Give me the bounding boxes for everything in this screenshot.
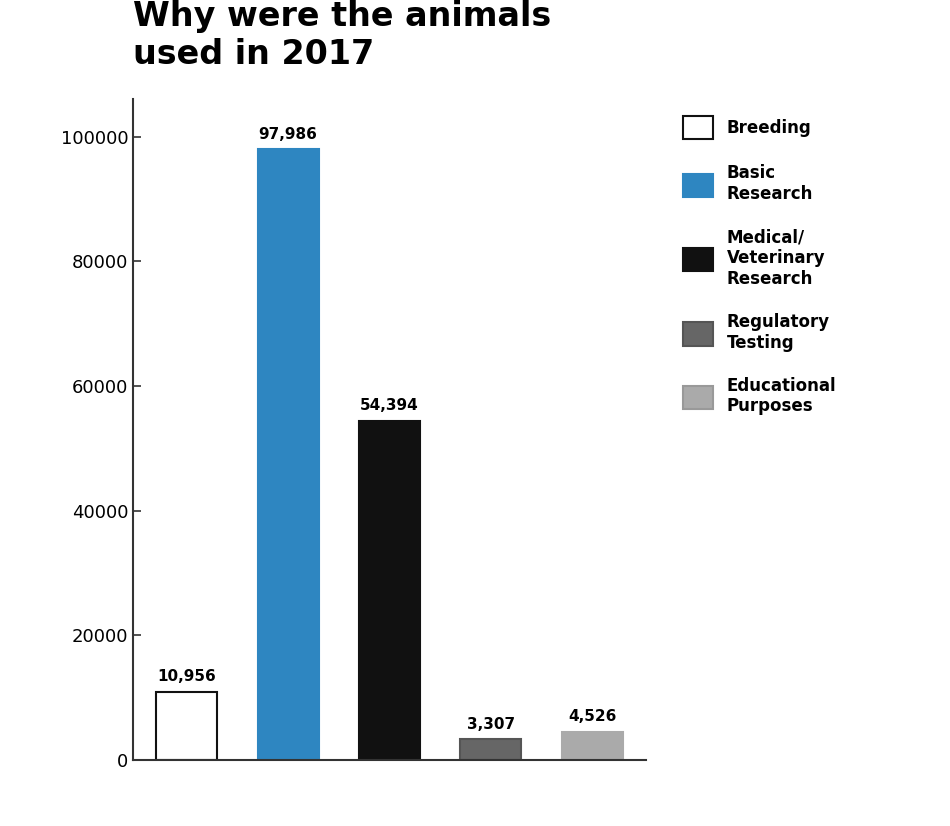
Bar bbox=[257, 149, 318, 760]
Text: 3,307: 3,307 bbox=[466, 717, 515, 732]
Bar bbox=[561, 732, 622, 760]
Bar bbox=[461, 739, 522, 760]
Bar bbox=[157, 691, 218, 760]
Text: 4,526: 4,526 bbox=[568, 710, 617, 724]
Legend: Breeding, Basic
Research, Medical/
Veterinary
Research, Regulatory
Testing, Educ: Breeding, Basic Research, Medical/ Veter… bbox=[674, 107, 845, 424]
Text: 97,986: 97,986 bbox=[258, 126, 317, 141]
Bar bbox=[359, 420, 420, 760]
Text: Why were the animals
used in 2017: Why were the animals used in 2017 bbox=[133, 0, 551, 71]
Text: 10,956: 10,956 bbox=[158, 669, 216, 684]
Text: 54,394: 54,394 bbox=[360, 398, 419, 413]
